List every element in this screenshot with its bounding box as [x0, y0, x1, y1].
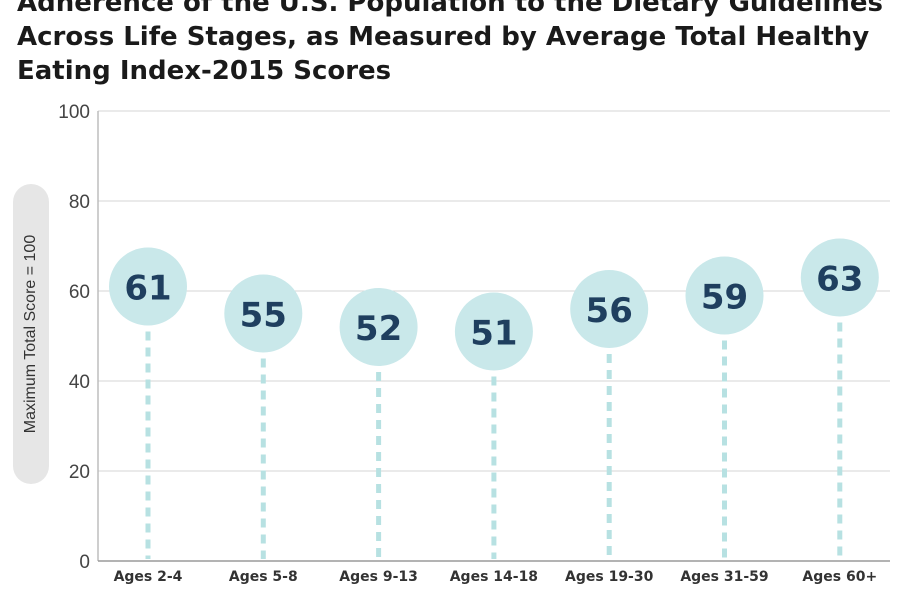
value-label-ages-60: 63 — [816, 260, 863, 300]
bubble-ages-31-59 — [685, 256, 764, 335]
value-label-ages-5-8: 55 — [240, 296, 287, 336]
y-axis-label-pill — [13, 184, 49, 484]
x-tick-label-ages-2-4: Ages 2-4 — [114, 569, 183, 585]
y-tick-label-0: 0 — [79, 552, 90, 573]
value-label-ages-14-18: 51 — [470, 314, 517, 354]
bubble-ages-9-13 — [339, 288, 418, 366]
bubble-ages-2-4 — [109, 247, 187, 326]
chart-title-line-1: Adherence of the U.S. Population to the … — [17, 0, 884, 18]
y-tick-label-20: 20 — [69, 462, 90, 483]
value-label-ages-19-30: 56 — [586, 291, 633, 331]
chart-title: Adherence of the U.S. Population to the … — [17, 0, 897, 88]
x-tick-label-ages-5-8: Ages 5-8 — [229, 569, 298, 585]
value-label-ages-2-4: 61 — [124, 269, 171, 309]
chart-title-line-2: Across Life Stages, as Measured by Avera… — [17, 22, 870, 52]
bubble-ages-19-30 — [570, 270, 649, 348]
chart-title-line-3: Eating Index-2015 Scores — [17, 56, 392, 86]
value-label-ages-9-13: 52 — [355, 309, 402, 349]
y-tick-label-80: 80 — [69, 192, 90, 213]
x-tick-label-ages-9-13: Ages 9-13 — [339, 569, 418, 585]
x-tick-label-ages-19-30: Ages 19-30 — [565, 569, 654, 585]
x-tick-label-ages-31-59: Ages 31-59 — [680, 569, 768, 585]
y-tick-label-40: 40 — [69, 372, 90, 393]
bubble-ages-14-18 — [454, 292, 533, 371]
x-tick-label-ages-14-18: Ages 14-18 — [450, 569, 538, 585]
y-tick-label-100: 100 — [58, 102, 90, 123]
x-tick-label-ages-60: Ages 60+ — [802, 569, 877, 585]
y-tick-label-60: 60 — [69, 282, 90, 303]
bubble-ages-5-8 — [224, 274, 303, 353]
value-label-ages-31-59: 59 — [701, 278, 748, 318]
bubble-ages-60 — [800, 238, 879, 317]
